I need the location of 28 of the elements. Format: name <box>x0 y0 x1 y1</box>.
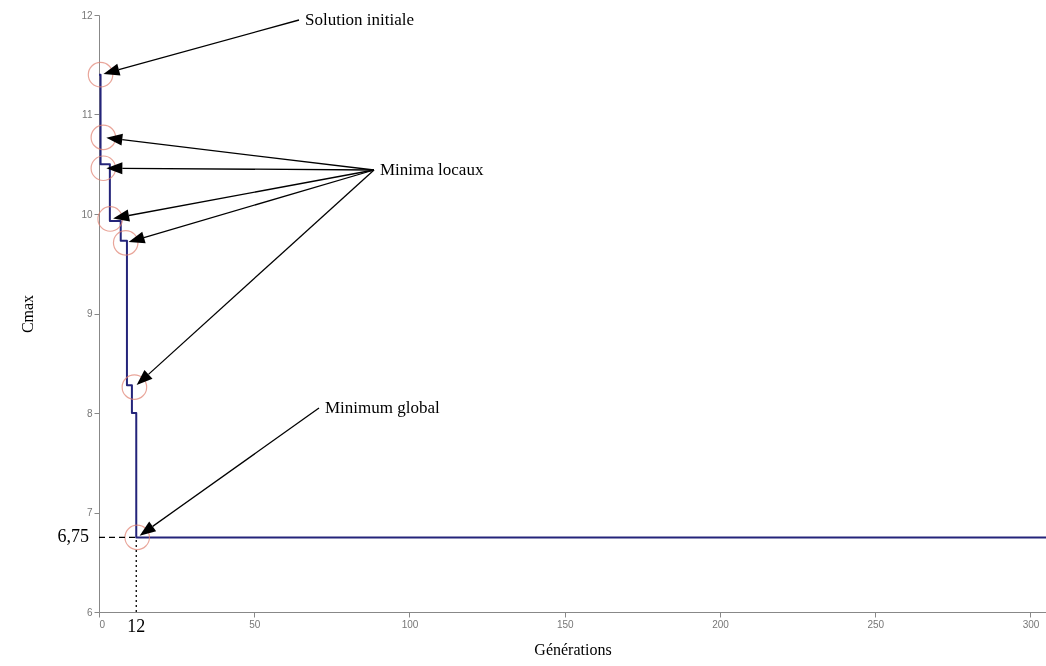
point <box>90 155 117 182</box>
x-axis-title: Générations <box>534 640 612 658</box>
annotation: Minima locaux <box>380 160 484 179</box>
x-tick-label: 150 <box>556 618 575 630</box>
point <box>124 524 151 551</box>
point <box>97 206 124 232</box>
y-tick-label: 9 <box>86 308 93 319</box>
x-tick-label: 250 <box>867 618 885 630</box>
y-tick-label: 7 <box>86 507 93 518</box>
x-tick-label: 50 <box>249 618 261 630</box>
y-tick-label: 10 <box>81 208 93 220</box>
point <box>90 124 117 151</box>
ref-line-label: 12 <box>127 616 146 636</box>
point <box>121 374 148 400</box>
point <box>112 230 139 256</box>
x-tick-label: 200 <box>712 618 730 630</box>
y-tick-label: 12 <box>81 9 93 21</box>
annotation: Solution initiale <box>305 10 415 29</box>
annotation: Minimum global <box>325 398 441 417</box>
y-axis-title: Cmax <box>19 294 37 334</box>
y-tick-label: 11 <box>82 109 93 120</box>
y-tick-label: 6 <box>86 606 93 618</box>
x-tick-label: 300 <box>1022 618 1040 630</box>
y-tick-label: 8 <box>86 407 93 419</box>
point <box>87 61 114 88</box>
ref-line-label: 6,75 <box>57 526 89 547</box>
x-tick-label: 0 <box>99 618 106 630</box>
x-tick-label: 100 <box>401 618 419 630</box>
